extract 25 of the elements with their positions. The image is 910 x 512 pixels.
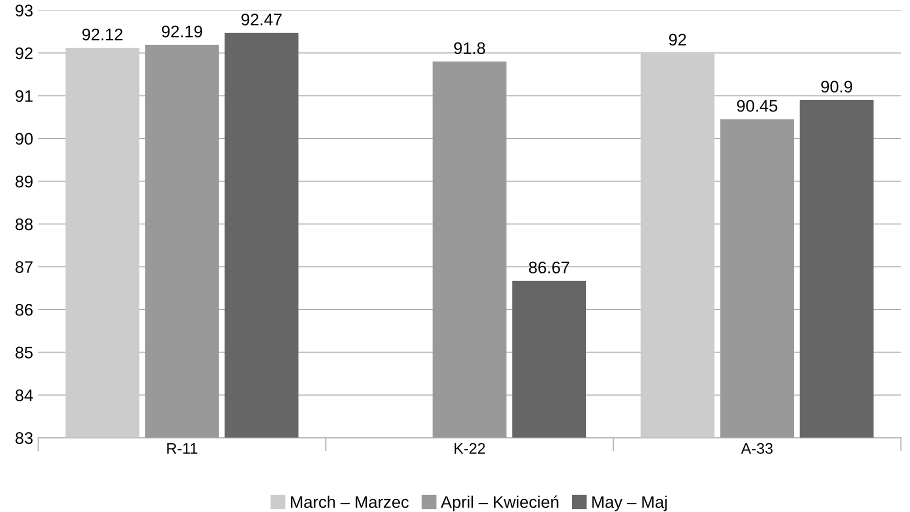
- y-tick-label: 90: [16, 132, 33, 145]
- data-label: 92.12: [82, 28, 122, 40]
- y-tick-label: 89: [16, 176, 33, 188]
- y-tick-label: 88: [16, 218, 33, 230]
- data-label: 92.47: [241, 14, 282, 26]
- y-tick-label: 91: [16, 90, 33, 102]
- y-tick-label: 87: [16, 261, 33, 273]
- data-label: 92.19: [162, 26, 202, 38]
- y-tick-label: 84: [16, 389, 33, 402]
- data-label: 86.67: [528, 262, 570, 274]
- x-tick-label: K-22: [454, 443, 485, 454]
- y-tick-label: 93: [16, 4, 33, 16]
- y-tick-label: 92: [16, 47, 33, 60]
- y-tick-label: 85: [16, 346, 33, 358]
- data-label: 92: [669, 34, 686, 46]
- x-tick-label: R-11: [167, 443, 198, 454]
- data-label: 91.8: [454, 42, 486, 54]
- legend-label: April – Kwiecień: [440, 496, 558, 512]
- data-label: 90.45: [737, 100, 778, 112]
- data-label: 90.9: [821, 80, 852, 93]
- y-tick-label: 83: [16, 432, 33, 444]
- legend-label: May – Maj: [592, 496, 667, 512]
- x-tick-label: A-33: [741, 443, 773, 454]
- y-tick-label: 86: [16, 304, 33, 316]
- legend-label: March – Marzec: [290, 496, 409, 508]
